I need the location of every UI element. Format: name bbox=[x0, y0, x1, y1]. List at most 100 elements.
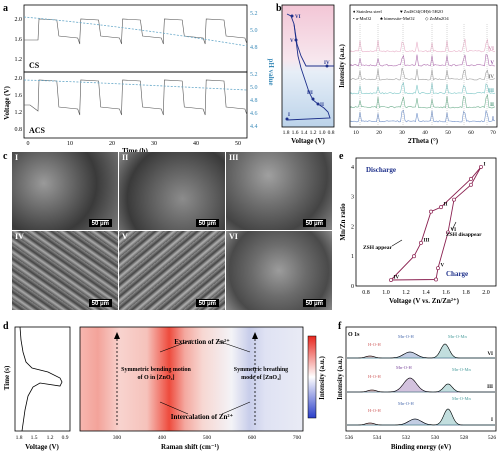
panel-d-ylabel-left: Time (s) bbox=[3, 365, 11, 390]
panel-a: a CS ACS 2.0 1.6 1.2 2.0 1.6 1.2 0.8 5.2… bbox=[3, 3, 275, 155]
legend-symbol-birnessite-icon: ♣ bbox=[380, 16, 383, 21]
panel-f-label-vi: VI bbox=[487, 352, 493, 357]
panel-b-xlabel-right: 2Theta (°) bbox=[408, 137, 439, 145]
sem-tile-2-label: II bbox=[122, 153, 128, 162]
panel-b-ylabel-right: Intensity (a.u.) bbox=[338, 43, 346, 87]
panel-d-xtick-left-3: 0.9 bbox=[62, 435, 69, 441]
panel-b: b VI V IV III II I 1.8 1.6 1.4 1.2 1.0 0… bbox=[276, 3, 497, 145]
panel-e-xtick-2: 1.2 bbox=[402, 290, 410, 296]
panel-c: c bbox=[3, 151, 8, 162]
panel-e-point-11 bbox=[469, 183, 472, 186]
panel-d-xtick-right-1: 400 bbox=[158, 435, 167, 441]
panel-d-xtick-right-3: 600 bbox=[248, 435, 257, 441]
panel-d-xtick-left-2: 1.2 bbox=[47, 435, 54, 441]
panel-f-title: O 1s bbox=[348, 332, 360, 338]
panel-f-mnomn-label-1: Mn-O-Mn bbox=[448, 334, 467, 339]
panel-d-colorbar-label: Intensity (a.u.) bbox=[318, 355, 326, 399]
panel-a-ytick-right-bottom-0: 4.4 bbox=[250, 124, 258, 130]
panel-e-point-label-II: II bbox=[444, 203, 448, 208]
panel-f-hoh-label-1: H-O-H bbox=[368, 342, 381, 347]
panel-a-ytick-right-bottom-4: 5.2 bbox=[250, 72, 258, 78]
panel-a-ytick-left-top-2: 2.0 bbox=[15, 17, 23, 23]
legend-symbol-alpha-icon: • bbox=[353, 16, 355, 21]
panel-b-xtick-right-6: 70 bbox=[490, 130, 496, 136]
panel-e-xtick-5: 1.8 bbox=[462, 290, 470, 296]
panel-f-label-iii: III bbox=[487, 385, 493, 390]
panel-d-intercalation-label: Intercalation of Zn²⁺ bbox=[171, 413, 234, 421]
panel-b-point-vi-label: VI bbox=[295, 15, 301, 20]
panel-b-xtick-left-2: 1.4 bbox=[301, 130, 308, 136]
panel-b-point-iii-label: III bbox=[307, 91, 313, 96]
legend-znmn-text: ZnMn2O4 bbox=[430, 16, 450, 21]
panel-a-ytick-right-bottom-2: 4.8 bbox=[250, 98, 258, 104]
panel-b-xtick-right-0: 10 bbox=[353, 130, 359, 136]
legend-stainless-text: Stainless steel bbox=[356, 9, 382, 14]
sem-tile-3-label: III bbox=[229, 153, 238, 162]
panel-f-xtick-5: 526 bbox=[488, 435, 497, 441]
panel-d-bending-label: Symmetric bending motion of O in [ZnO₄] bbox=[118, 366, 194, 382]
panel-a-xtick-1: 10 bbox=[67, 141, 73, 147]
panel-a-acs-label: ACS bbox=[29, 126, 46, 135]
panel-a-ytick-left-top-1: 1.6 bbox=[15, 37, 23, 43]
sem-tile-2: II 50 μm bbox=[119, 152, 225, 230]
sem-tile-4-scalebar: 50 μm bbox=[89, 299, 112, 307]
panel-e-zsh-appear: ZSH appear bbox=[363, 245, 392, 251]
panel-e: IIIIIIIVVVI Discharge Charge ZSH appear … bbox=[339, 158, 496, 305]
panel-e-point-label-V: V bbox=[441, 264, 445, 269]
panel-b-xtick-left-0: 1.8 bbox=[283, 130, 290, 136]
panel-e-point-10 bbox=[434, 278, 437, 281]
panel-b-legend-znmn: ◇ ZnMn2O4 bbox=[425, 16, 449, 21]
panel-e-point-2 bbox=[419, 241, 422, 244]
panel-e-point-label-I: I bbox=[484, 162, 486, 167]
panel-b-xtick-left-3: 1.2 bbox=[310, 130, 317, 136]
panel-f-xtick-2: 532 bbox=[402, 435, 411, 441]
panel-b-point-iii bbox=[312, 98, 315, 101]
panel-b-pattern-label-ii: II bbox=[490, 103, 494, 108]
sem-tile-4-label: IV bbox=[15, 232, 24, 241]
panel-b-pattern-label-v: V bbox=[490, 61, 494, 66]
sem-tile-4: IV 50 μm bbox=[12, 231, 118, 310]
panel-f-hoh-label-3: H-O-H bbox=[368, 408, 381, 413]
panel-b-legend-stainless: ♦ Stainless steel bbox=[353, 9, 383, 14]
panel-d-xlabel-right: Raman shift (cm⁻¹) bbox=[161, 443, 220, 451]
panel-f-xtick-4: 528 bbox=[460, 435, 469, 441]
sem-tile-3-scalebar: 50 μm bbox=[303, 219, 326, 227]
panel-a-xtick-0: 0 bbox=[27, 141, 30, 147]
sem-tile-6-scalebar: 50 μm bbox=[303, 299, 326, 307]
panel-d-colorbar bbox=[308, 336, 316, 418]
panel-b-point-ii-label: II bbox=[320, 103, 324, 108]
panel-d-breathing-label-box: Symmetric breathing mode of [ZnO₄] bbox=[228, 366, 294, 398]
sem-tile-6-label: VI bbox=[229, 232, 238, 241]
panel-b-xtick-left-1: 1.6 bbox=[292, 130, 299, 136]
panel-d-breathing-label: Symmetric breathing mode of [ZnO₄] bbox=[228, 366, 294, 382]
panel-b-legend-zsh: ♥ Zn4SO4(OH)6·5H2O bbox=[400, 9, 444, 14]
panel-a-xtick-4: 40 bbox=[193, 141, 199, 147]
panel-a-ytick-right-top-1: 5.0 bbox=[250, 28, 258, 34]
panel-d-xlabel-left: Voltage (V) bbox=[25, 443, 59, 451]
panel-e-point-label-IV: IV bbox=[394, 276, 400, 281]
legend-zsh-text: Zn4SO4(OH)6·5H2O bbox=[404, 9, 444, 14]
panel-b-pattern-label-iii: III bbox=[488, 89, 494, 94]
panel-a-ytick-right-top-2: 5.2 bbox=[250, 11, 258, 17]
panel-d-extraction-label: Extraction of Zn²⁺ bbox=[174, 338, 230, 346]
panel-f-xtick-1: 534 bbox=[373, 435, 382, 441]
sem-tile-1: I 50 μm bbox=[12, 152, 118, 230]
panel-e-discharge-label: Discharge bbox=[366, 166, 396, 174]
panel-a-top-frame bbox=[24, 5, 247, 72]
panel-e-xtick-0: 0.8 bbox=[362, 290, 370, 296]
legend-symbol-znmn-icon: ◇ bbox=[425, 16, 429, 21]
panel-b-xtick-right-5: 60 bbox=[468, 130, 474, 136]
panel-e-xtick-1: 1.0 bbox=[382, 290, 390, 296]
panel-a-ytick-left-bottom-0: 0.8 bbox=[15, 127, 23, 133]
panel-e-xlabel: Voltage (V vs. Zn/Zn²⁺) bbox=[389, 297, 460, 305]
panel-d-xtick-right-0: 300 bbox=[113, 435, 122, 441]
panel-letter-c: c bbox=[3, 151, 8, 162]
panel-f-hoh-label-2: H-O-H bbox=[368, 374, 381, 379]
panel-a-bottom-frame bbox=[24, 72, 247, 138]
panel-f-xtick-3: 530 bbox=[431, 435, 440, 441]
panel-a-ytick-left-bottom-3: 2.0 bbox=[15, 76, 23, 82]
panel-letter-b: b bbox=[276, 3, 282, 14]
panel-d-left-frame bbox=[15, 327, 70, 431]
panel-e-ytick-2: 2 bbox=[351, 224, 354, 230]
panel-e-ylabel: Mn/Zn ratio bbox=[339, 203, 347, 241]
